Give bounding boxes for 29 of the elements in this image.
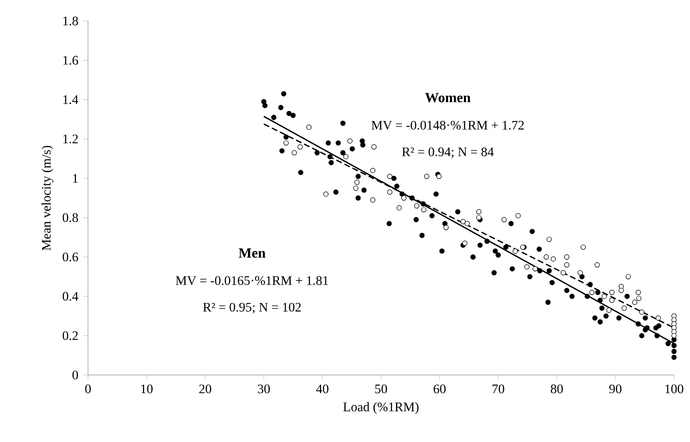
x-tick-label: 10 — [141, 384, 153, 394]
y-tick-label: 1.6 — [63, 56, 78, 65]
annotation: R² = 0.95; N = 102 — [203, 302, 301, 314]
y-tick-label: 0 — [72, 370, 78, 380]
x-axis-title: Load (%1RM) — [343, 402, 419, 414]
annotation: Women — [425, 93, 471, 102]
y-tick-label: 1.2 — [63, 134, 78, 144]
y-axis-title: Mean velocity (m/s) — [42, 146, 54, 250]
x-tick-label: 30 — [258, 384, 270, 394]
y-tick-label: 0.6 — [62, 252, 78, 262]
y-tick-label: 1.4 — [63, 95, 78, 104]
x-tick-label: 90 — [609, 384, 622, 394]
y-tick-label: 0.8 — [62, 213, 78, 222]
x-tick-label: 80 — [550, 384, 563, 394]
x-tick-label: 40 — [316, 384, 328, 394]
y-tick-label: 1 — [73, 174, 78, 183]
annotation: MV = -0.0148·%1RM + 1.72 — [372, 120, 524, 130]
x-tick-label: 70 — [492, 384, 504, 394]
x-tick-label: 20 — [199, 384, 212, 394]
y-tick-label: 0.2 — [62, 331, 78, 340]
y-tick-label: 0.4 — [62, 292, 78, 301]
x-tick-label: 0 — [85, 384, 91, 394]
x-tick-label: 50 — [375, 384, 388, 394]
y-tick-label: 1.8 — [63, 16, 78, 26]
annotation: Men — [238, 248, 266, 258]
annotation: R² = 0.94; N = 84 — [402, 147, 494, 158]
annotation: MV = -0.0165·%1RM + 1.81 — [176, 276, 328, 286]
x-tick-label: 60 — [434, 384, 446, 394]
x-tick-label: 100 — [665, 384, 684, 394]
